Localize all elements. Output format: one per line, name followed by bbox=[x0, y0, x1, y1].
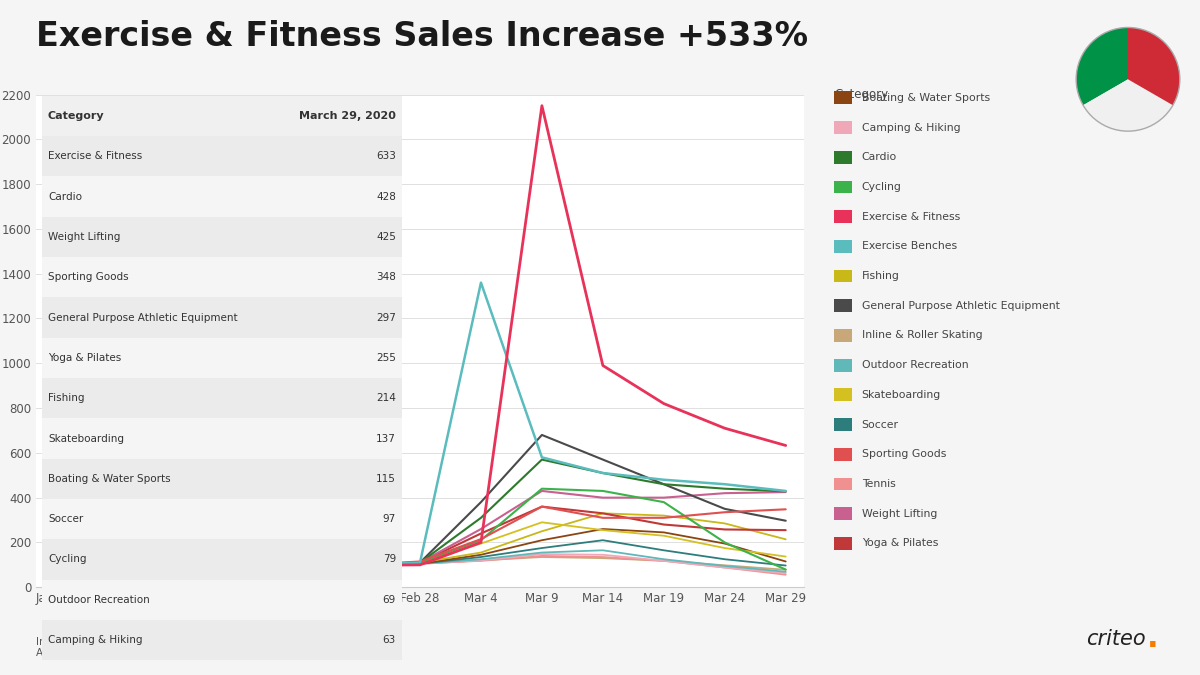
Text: Yoga & Pilates: Yoga & Pilates bbox=[48, 353, 121, 363]
Text: Sporting Goods: Sporting Goods bbox=[862, 450, 946, 459]
Text: Exercise & Fitness: Exercise & Fitness bbox=[48, 151, 143, 161]
Text: Camping & Hiking: Camping & Hiking bbox=[48, 635, 143, 645]
Text: Weight Lifting: Weight Lifting bbox=[48, 232, 120, 242]
Text: Exercise & Fitness Sales Increase +533%: Exercise & Fitness Sales Increase +533% bbox=[36, 20, 808, 53]
Text: Exercise Benches: Exercise Benches bbox=[862, 242, 956, 251]
Text: Fishing: Fishing bbox=[862, 271, 900, 281]
Text: 297: 297 bbox=[376, 313, 396, 323]
Text: 79: 79 bbox=[383, 554, 396, 564]
Text: criteo: criteo bbox=[1086, 629, 1146, 649]
Text: Soccer: Soccer bbox=[862, 420, 899, 429]
Text: Fishing: Fishing bbox=[48, 394, 84, 403]
Text: 69: 69 bbox=[383, 595, 396, 605]
Text: Indexed sales by category compared to Average in Jan 1-28.
At least 5 retailers : Indexed sales by category compared to Av… bbox=[36, 637, 350, 658]
Text: 137: 137 bbox=[376, 433, 396, 443]
Text: March 29, 2020: March 29, 2020 bbox=[299, 111, 396, 121]
Text: General Purpose Athletic Equipment: General Purpose Athletic Equipment bbox=[48, 313, 238, 323]
Text: Skateboarding: Skateboarding bbox=[48, 433, 124, 443]
Text: Boating & Water Sports: Boating & Water Sports bbox=[48, 474, 170, 484]
Text: Boating & Water Sports: Boating & Water Sports bbox=[862, 93, 990, 103]
Text: Outdoor Recreation: Outdoor Recreation bbox=[48, 595, 150, 605]
Text: Cardio: Cardio bbox=[862, 153, 896, 162]
Text: Tennis: Tennis bbox=[862, 479, 895, 489]
Text: Skateboarding: Skateboarding bbox=[862, 390, 941, 400]
Text: .: . bbox=[1147, 624, 1159, 653]
Text: 214: 214 bbox=[376, 394, 396, 403]
Text: 633: 633 bbox=[376, 151, 396, 161]
Text: Cycling: Cycling bbox=[862, 182, 901, 192]
Text: Soccer: Soccer bbox=[48, 514, 83, 524]
Text: Exercise & Fitness: Exercise & Fitness bbox=[862, 212, 960, 221]
Text: 348: 348 bbox=[376, 272, 396, 282]
Wedge shape bbox=[1076, 28, 1128, 105]
Text: 255: 255 bbox=[376, 353, 396, 363]
Text: Sporting Goods: Sporting Goods bbox=[48, 272, 128, 282]
Text: 115: 115 bbox=[376, 474, 396, 484]
Text: 428: 428 bbox=[376, 192, 396, 202]
Text: Cardio: Cardio bbox=[48, 192, 82, 202]
Wedge shape bbox=[1128, 28, 1180, 105]
Text: Cycling: Cycling bbox=[48, 554, 86, 564]
Wedge shape bbox=[1084, 80, 1172, 131]
Text: Yoga & Pilates: Yoga & Pilates bbox=[862, 539, 938, 548]
Text: Outdoor Recreation: Outdoor Recreation bbox=[862, 360, 968, 370]
Text: General Purpose Athletic Equipment: General Purpose Athletic Equipment bbox=[862, 301, 1060, 310]
Text: Category: Category bbox=[48, 111, 104, 121]
Text: 97: 97 bbox=[383, 514, 396, 524]
Text: 425: 425 bbox=[376, 232, 396, 242]
Text: Weight Lifting: Weight Lifting bbox=[862, 509, 937, 518]
Text: Category: Category bbox=[834, 88, 888, 101]
Text: 63: 63 bbox=[383, 635, 396, 645]
Text: Camping & Hiking: Camping & Hiking bbox=[862, 123, 960, 132]
Text: Inline & Roller Skating: Inline & Roller Skating bbox=[862, 331, 983, 340]
